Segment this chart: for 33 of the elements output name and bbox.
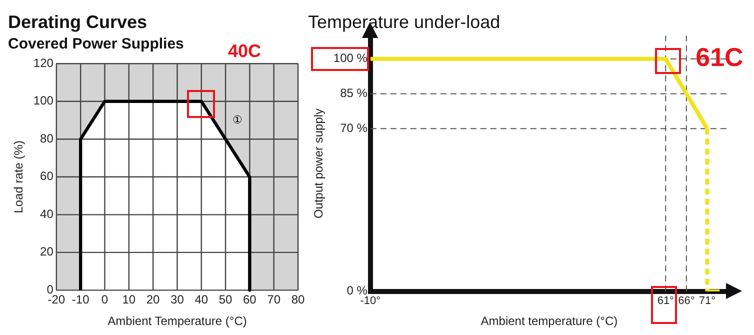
y-tick-label: 100: [33, 94, 54, 108]
chart-subtitle: Covered Power Supplies: [8, 36, 184, 53]
x-tick-label: 61°: [657, 295, 674, 308]
y-tick-label: 80: [40, 131, 54, 146]
x-tick-label: 70: [267, 292, 281, 307]
x-tick-label: 66°: [678, 295, 695, 308]
annotation: ①: [232, 114, 243, 126]
text: 40C: [228, 40, 262, 61]
y-axis-title: Output power supply: [312, 108, 326, 219]
x-tick-label: 40: [194, 292, 208, 307]
y-tick-label: 20: [40, 244, 54, 259]
annotation: 61C: [696, 42, 744, 72]
y-tick-label: 120: [33, 56, 54, 70]
x-tick-label: -10°: [360, 295, 381, 308]
y-axis-title: Load rate (%): [12, 140, 26, 214]
x-tick-label: 20: [146, 292, 160, 307]
y-tick-label: 85 %: [340, 86, 368, 100]
x-axis-title: Ambient temperature (°C): [480, 314, 618, 328]
y-tick-label: 60: [40, 169, 54, 184]
x-tick-label: 10: [122, 292, 136, 307]
y-tick-label: 70 %: [340, 120, 368, 135]
x-tick-label: 71°: [698, 295, 716, 308]
x-axis-title: Ambient Temperature (°C): [108, 314, 247, 328]
chart-title: Temperature under-load: [308, 12, 500, 32]
x-tick-label: 50: [218, 292, 233, 307]
x-tick-label: 80: [291, 292, 305, 307]
y-tick-label: 40: [40, 206, 54, 221]
chart-title: Derating Curves: [8, 12, 148, 32]
x-tick-label: 60: [243, 292, 257, 307]
x-tick-label: 0: [101, 292, 108, 307]
x-tick-label: 30: [170, 292, 184, 307]
x-tick-label: -10: [72, 292, 90, 307]
y-tick-label: 100 %: [333, 51, 368, 66]
